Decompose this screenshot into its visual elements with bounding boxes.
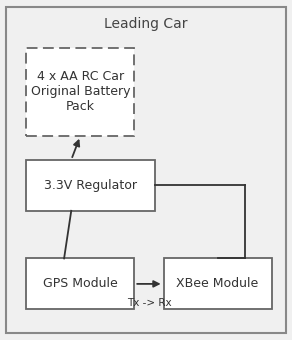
Text: Tx -> Rx: Tx -> Rx [127, 298, 171, 307]
Text: XBee Module: XBee Module [176, 277, 259, 290]
Text: 3.3V Regulator: 3.3V Regulator [44, 179, 137, 192]
Text: Leading Car: Leading Car [104, 17, 188, 31]
Text: GPS Module: GPS Module [43, 277, 118, 290]
Bar [26, 258, 134, 309]
Text: 4 x AA RC Car
Original Battery
Pack: 4 x AA RC Car Original Battery Pack [31, 70, 130, 113]
Bar [26, 160, 155, 211]
Bar [26, 48, 134, 136]
Bar [164, 258, 272, 309]
